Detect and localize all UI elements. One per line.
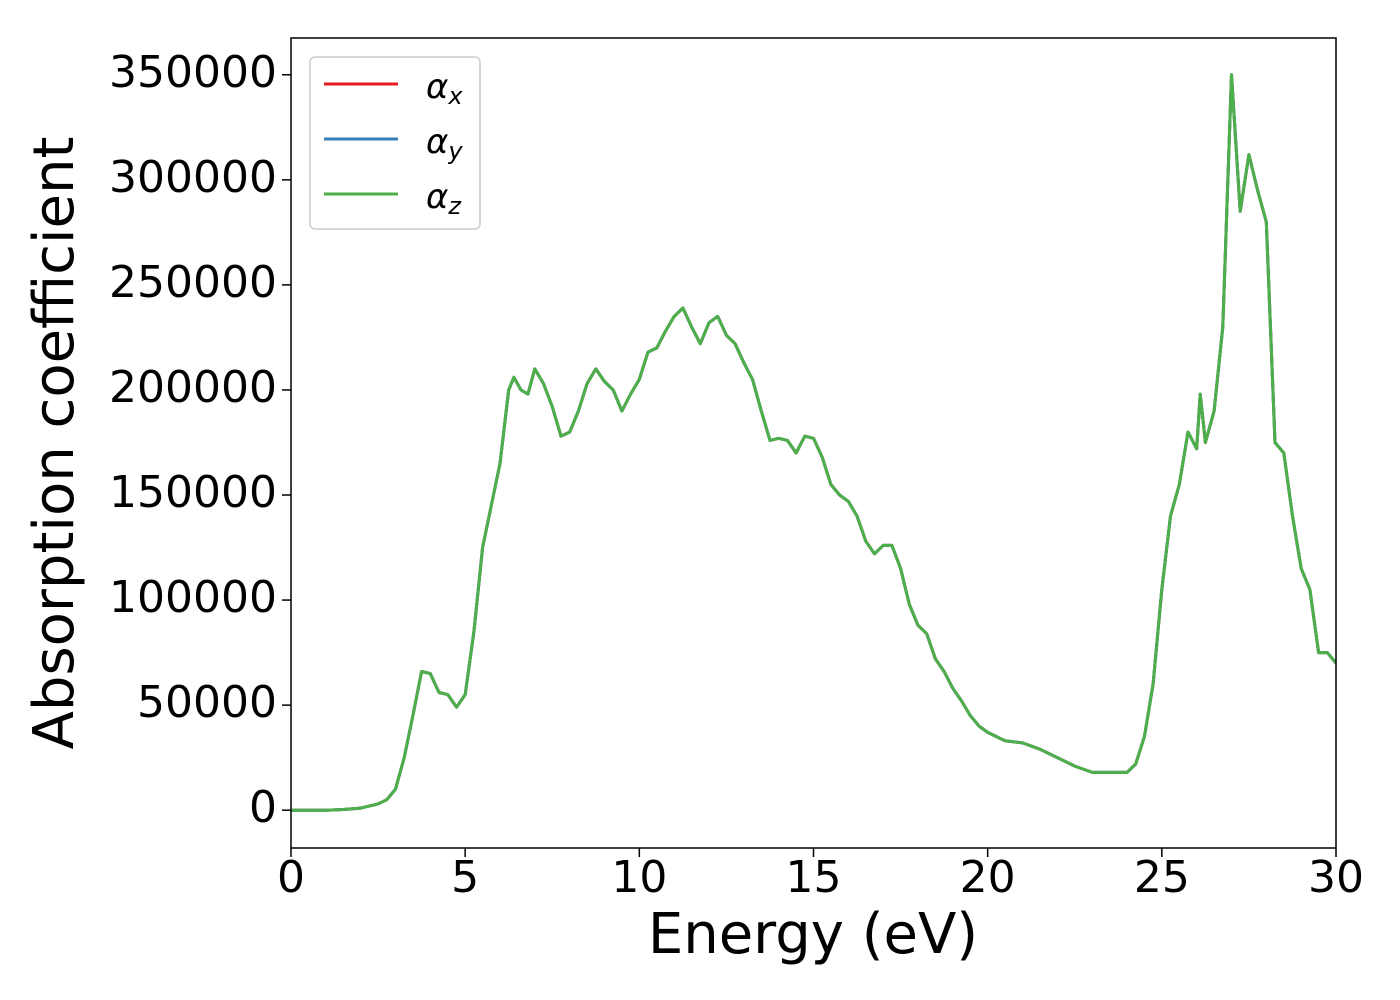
y-tick-label: 250000 (109, 257, 277, 308)
legend-label: αy (426, 122, 463, 166)
legend-label: αx (426, 67, 463, 111)
y-tick-label: 200000 (109, 362, 277, 413)
x-tick-label: 30 (1308, 852, 1364, 903)
x-axis-label: Energy (eV) (648, 902, 978, 967)
y-axis-label: Absorption coefficient (22, 137, 87, 750)
x-tick-label: 10 (611, 852, 667, 903)
legend-box (309, 56, 481, 230)
y-tick-label: 0 (249, 782, 277, 833)
y-tick-label: 50000 (137, 677, 277, 728)
x-tick-label: 0 (277, 852, 305, 903)
x-tick-label: 15 (786, 852, 842, 903)
y-tick-label: 300000 (109, 152, 277, 203)
y-tick-label: 350000 (109, 47, 277, 98)
x-tick-label: 5 (451, 852, 479, 903)
y-tick-label: 100000 (109, 572, 277, 623)
data-line (291, 73, 1336, 812)
x-tick-label: 20 (960, 852, 1016, 903)
y-tick-label: 150000 (109, 467, 277, 518)
legend-label: αz (426, 177, 462, 221)
x-tick-label: 25 (1134, 852, 1190, 903)
plot-frame (290, 37, 1337, 849)
